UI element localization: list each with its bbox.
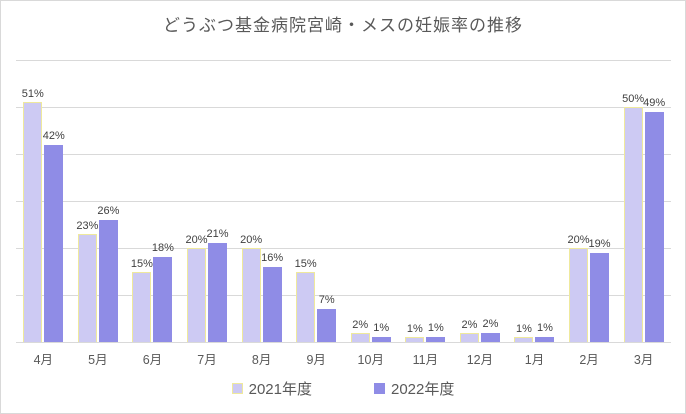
bar-2022年度-11月: 1% — [426, 322, 446, 342]
bar-group-4月: 51% 42% — [16, 60, 71, 342]
bar-2021年度-3月: 50% — [622, 93, 644, 342]
x-axis-label-3月: 3月 — [633, 353, 654, 367]
x-axis-label-11月: 11月 — [412, 353, 439, 367]
chart-title: どうぶつ基金病院宮崎・メスの妊娠率の推移 — [163, 16, 523, 35]
gridline — [16, 154, 671, 155]
bar-group-11月: 1% 1% — [398, 60, 453, 342]
data-label: 1% — [516, 323, 532, 336]
bar-2022年度-5月: 26% — [97, 205, 119, 342]
bar-2021年度-5月: 23% — [76, 220, 98, 342]
data-label: 21% — [206, 228, 229, 241]
bar-2022年度-3月: 49% — [643, 97, 665, 342]
data-label: 26% — [97, 204, 120, 217]
data-label: 50% — [622, 93, 645, 105]
bar-group-3月: 50% 49% — [616, 60, 671, 342]
data-label: 2% — [461, 318, 478, 331]
data-label: 2% — [352, 318, 369, 331]
bar-2022年度-10月: 1% — [371, 322, 391, 342]
bar-2022年度-2月: 19% — [589, 238, 611, 342]
bar-2021年度-9月: 15% — [295, 258, 317, 342]
data-label: 19% — [588, 237, 611, 250]
data-label: 1% — [406, 323, 423, 336]
bar-group-8月: 20% 16% — [234, 60, 289, 342]
legend-swatch-2021 — [231, 383, 243, 394]
gridline — [16, 60, 671, 61]
bar-group-10月: 2% 1% — [343, 60, 398, 342]
bar-group-9月: 15% 7% — [289, 60, 344, 342]
data-label: 1% — [537, 322, 553, 335]
data-label: 16% — [261, 251, 284, 264]
bar-2021年度-1月: 1% — [514, 323, 534, 342]
bar-2022年度-7月: 21% — [207, 228, 229, 342]
bar-2022年度-9月: 7% — [317, 294, 337, 342]
bar-2022年度-8月: 16% — [261, 252, 283, 342]
bar-2022年度-4月: 42% — [43, 130, 65, 342]
bar-2021年度-12月: 2% — [459, 319, 479, 342]
data-label: 42% — [42, 129, 65, 142]
data-label: 15% — [130, 257, 153, 270]
data-label: 15% — [294, 257, 317, 270]
data-label: 18% — [151, 242, 174, 255]
bar-group-12月: 2% 2% — [453, 60, 508, 342]
gridline — [16, 107, 671, 108]
bar-2021年度-7月: 20% — [186, 234, 208, 342]
data-label: 1% — [427, 322, 444, 335]
bar-group-7月: 20% 21% — [180, 60, 235, 342]
legend: 2021年度 2022年度 — [1, 378, 685, 399]
gridline — [16, 342, 671, 343]
x-axis: 4月 5月 6月 7月 8月 9月 10月 11月 12月 1月 2月 3月 — [16, 349, 671, 368]
data-label: 2% — [482, 317, 499, 330]
bar-group-2月: 20% 19% — [562, 60, 617, 342]
legend-label-2022: 2022年度 — [391, 381, 455, 398]
data-label: 20% — [240, 234, 263, 246]
bar-2021年度-10月: 2% — [350, 319, 370, 342]
legend-item-2022: 2022年度 — [374, 378, 454, 399]
x-axis-label-7月: 7月 — [197, 353, 217, 367]
data-label: 49% — [643, 96, 666, 109]
bar-2022年度-1月: 1% — [535, 322, 555, 342]
x-axis-label-6月: 6月 — [142, 353, 163, 367]
gridline — [16, 248, 671, 249]
bar-2021年度-6月: 15% — [131, 258, 153, 342]
x-axis-label-12月: 12月 — [466, 353, 494, 367]
bar-2021年度-11月: 1% — [405, 323, 425, 342]
bar-group-1月: 1% 1% — [507, 60, 562, 342]
plot-area: 51% 42% 23% 26% 15% 18% 20% 21% 20% 16% 15% 7% 2% 1% 1… — [16, 60, 671, 343]
legend-item-2021: 2021年度 — [231, 378, 312, 399]
plot-groups: 51% 42% 23% 26% 15% 18% 20% 21% 20% 16% 15% 7% 2% 1% 1… — [16, 60, 671, 342]
data-label: 23% — [76, 219, 99, 232]
bar-group-5月: 23% 26% — [71, 60, 126, 342]
bar-2021年度-2月: 20% — [568, 234, 590, 342]
data-label: 51% — [21, 88, 44, 101]
gridline — [16, 295, 671, 296]
x-axis-label-5月: 5月 — [88, 353, 108, 367]
x-axis-label-1月: 1月 — [524, 353, 545, 367]
legend-label-2021: 2021年度 — [248, 381, 312, 398]
data-label: 1% — [373, 322, 390, 335]
data-label: 20% — [567, 234, 590, 246]
x-axis-label-10月: 10月 — [357, 353, 384, 367]
x-axis-label-4月: 4月 — [33, 353, 54, 367]
x-axis-label-8月: 8月 — [251, 353, 272, 367]
bar-2021年度-8月: 20% — [240, 234, 262, 342]
legend-swatch-2022 — [374, 383, 385, 394]
gridlines — [16, 60, 671, 343]
bar-2022年度-12月: 2% — [480, 318, 500, 342]
data-label: 7% — [318, 294, 335, 307]
x-axis-label-9月: 9月 — [306, 353, 326, 367]
data-label: 20% — [185, 234, 208, 246]
bar-2022年度-6月: 18% — [152, 242, 174, 342]
bar-group-6月: 15% 18% — [125, 60, 180, 342]
gridline — [16, 201, 671, 202]
x-axis-label-2月: 2月 — [579, 353, 599, 367]
bar-2021年度-4月: 51% — [22, 88, 44, 342]
